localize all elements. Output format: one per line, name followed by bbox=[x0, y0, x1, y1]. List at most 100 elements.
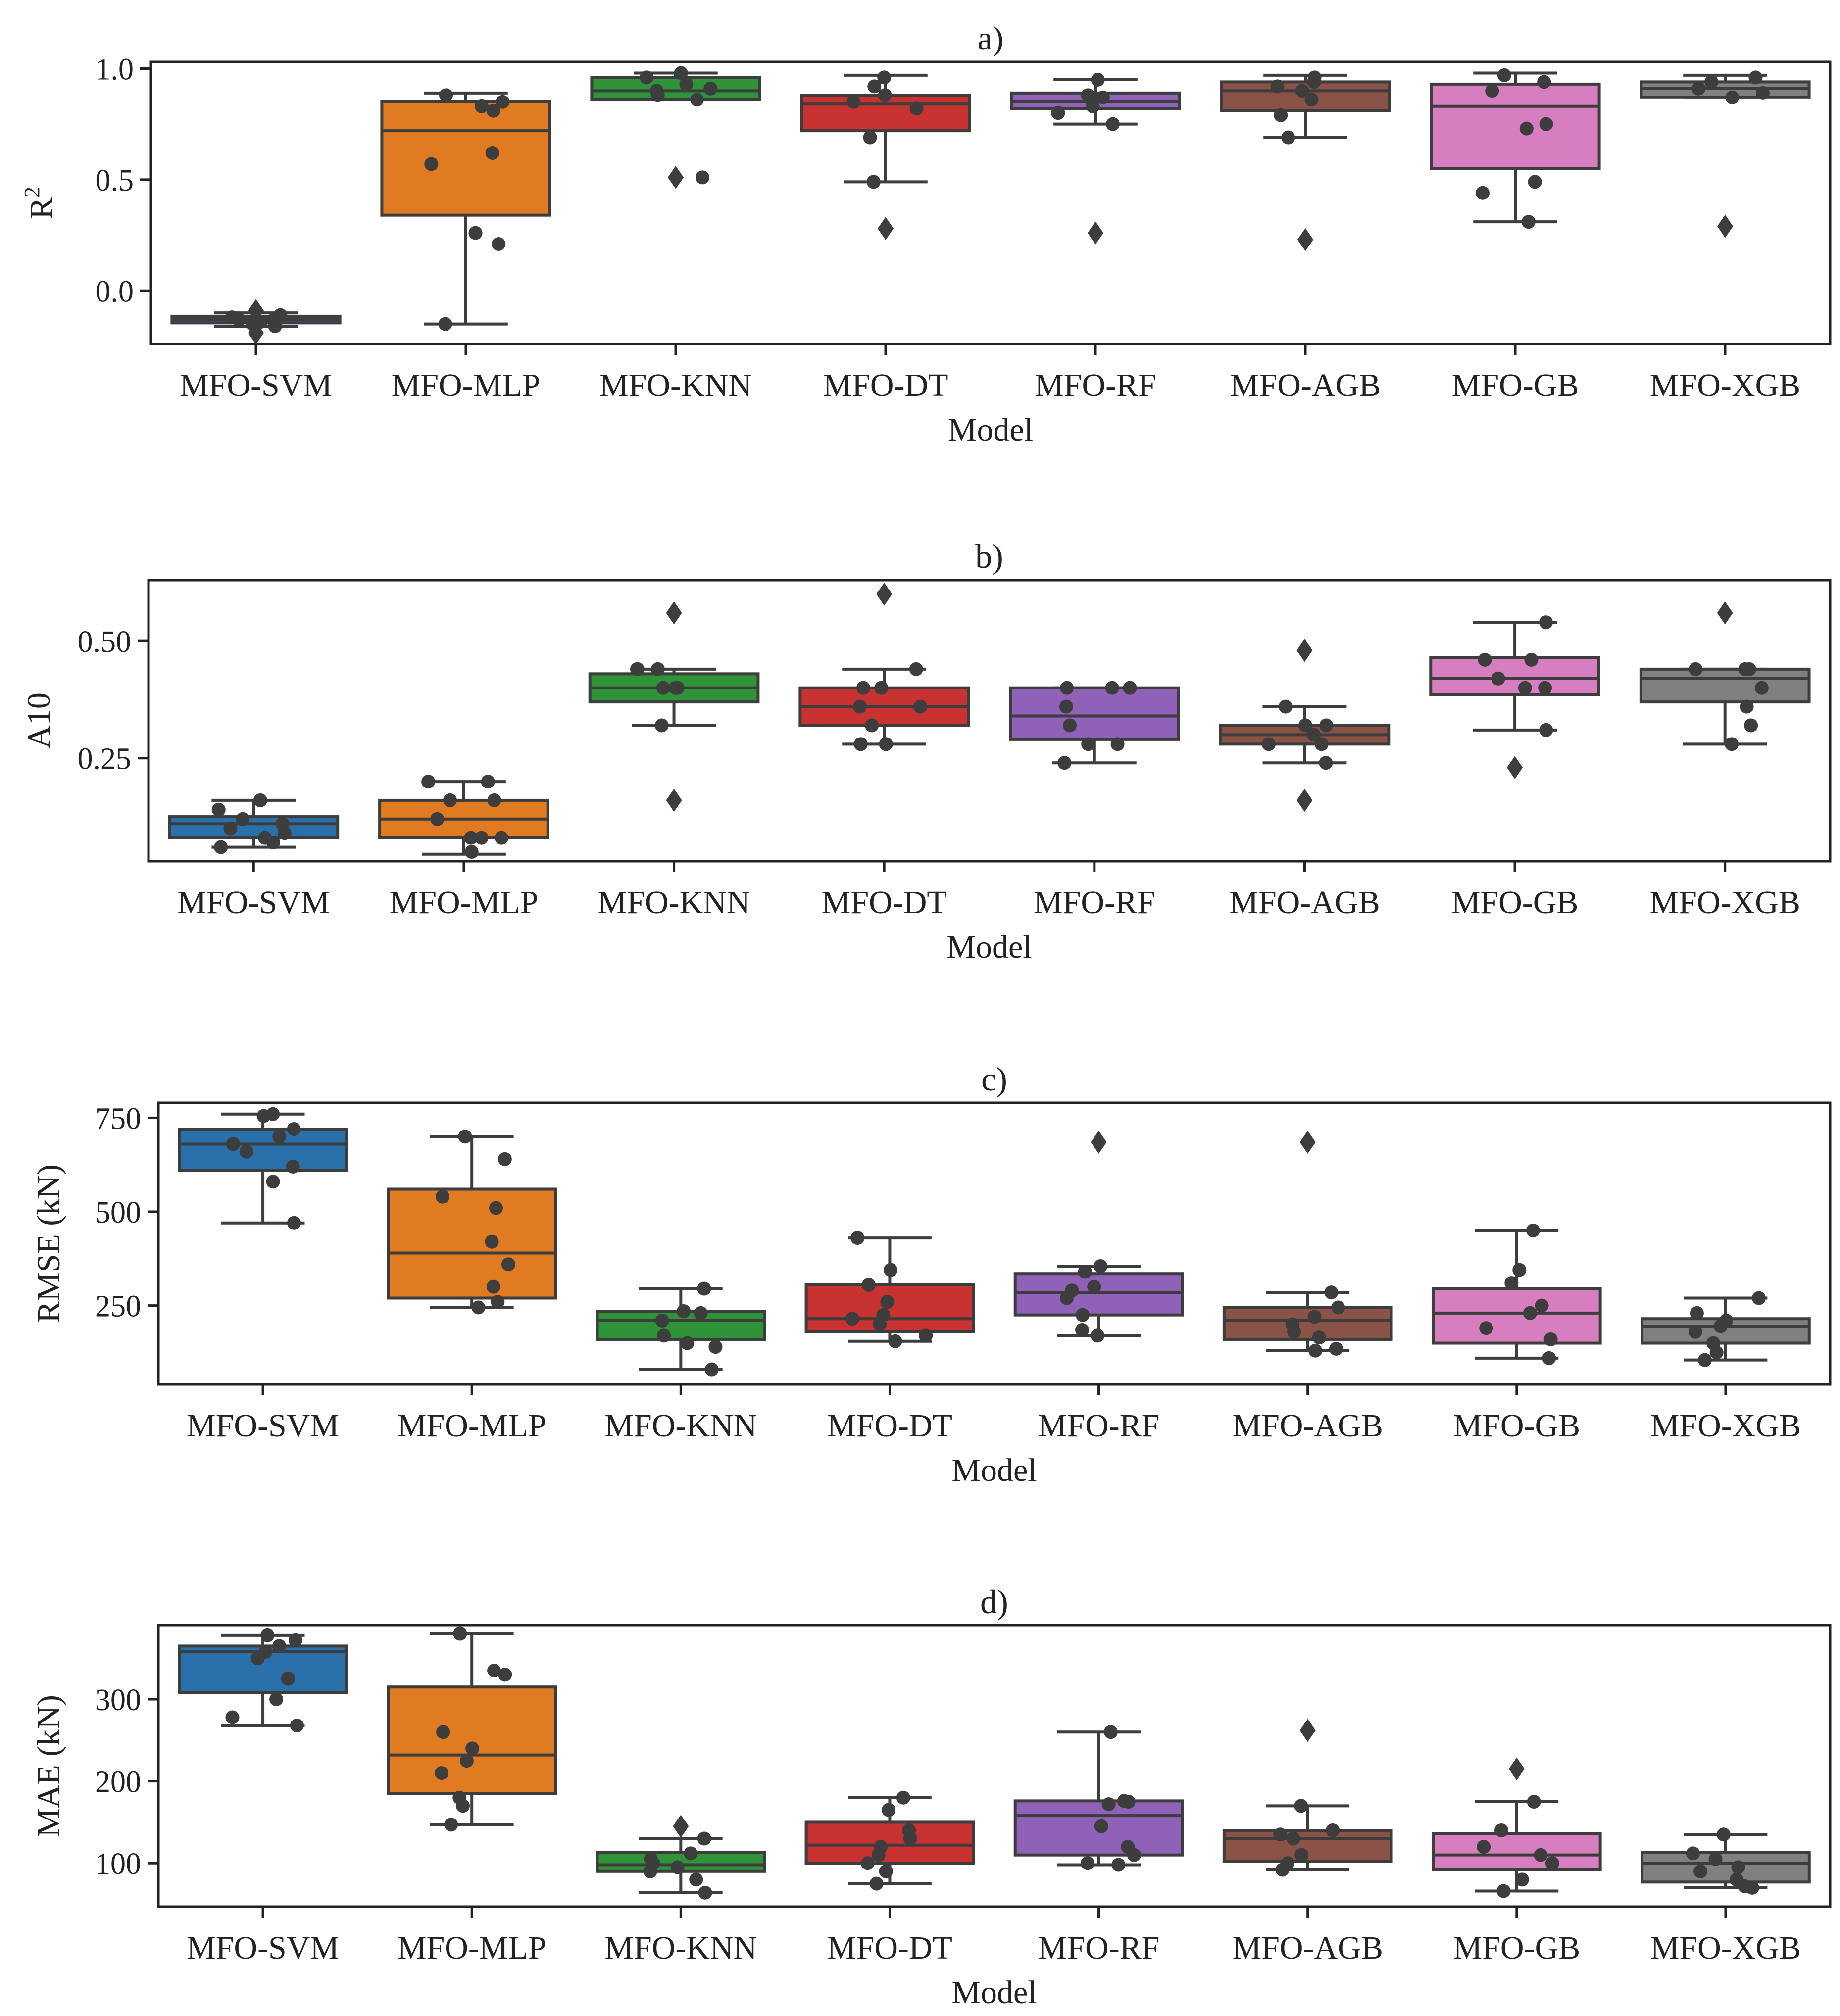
data-point bbox=[909, 662, 923, 676]
data-point bbox=[1274, 108, 1288, 122]
data-point bbox=[1060, 681, 1074, 695]
axes-frame bbox=[157, 1624, 1832, 1908]
data-point bbox=[1725, 737, 1739, 751]
data-point bbox=[1534, 1848, 1548, 1862]
data-point bbox=[1689, 662, 1703, 676]
x-tick-label: MFO-MLP bbox=[398, 1930, 547, 1966]
data-point bbox=[1059, 699, 1073, 714]
x-tick-label: MFO-DT bbox=[827, 1408, 952, 1444]
box-body bbox=[1222, 1306, 1393, 1341]
data-point bbox=[501, 1257, 515, 1272]
data-point bbox=[703, 81, 718, 96]
data-point bbox=[1524, 652, 1539, 667]
data-point bbox=[913, 699, 928, 714]
outlier-marker bbox=[1717, 214, 1733, 238]
data-point bbox=[657, 1328, 671, 1343]
data-point bbox=[1294, 1848, 1309, 1862]
data-point bbox=[272, 1130, 287, 1144]
data-point bbox=[1091, 72, 1105, 87]
data-point bbox=[272, 1639, 287, 1653]
data-point bbox=[884, 1263, 898, 1277]
y-axis-label: MAE (kN) bbox=[31, 1695, 67, 1837]
data-point bbox=[1294, 1799, 1308, 1813]
data-point bbox=[650, 662, 665, 676]
data-point bbox=[1273, 1827, 1288, 1842]
y-axis-label: R2 bbox=[20, 187, 59, 219]
data-point bbox=[1494, 1823, 1509, 1837]
box-MFO-DT bbox=[800, 70, 971, 240]
box-MFO-MLP bbox=[378, 775, 549, 859]
data-point bbox=[1270, 79, 1285, 94]
data-point bbox=[1479, 1321, 1493, 1335]
data-point bbox=[1519, 121, 1534, 136]
data-point bbox=[485, 146, 499, 160]
data-point bbox=[1057, 756, 1072, 770]
data-point bbox=[435, 1766, 449, 1780]
box-body bbox=[1008, 686, 1180, 741]
panel-title: c) bbox=[981, 1060, 1007, 1098]
data-point bbox=[424, 157, 439, 171]
box-MFO-DT bbox=[804, 1790, 975, 1891]
axes-frame bbox=[157, 1101, 1832, 1386]
data-point bbox=[689, 1872, 703, 1887]
data-point bbox=[223, 821, 238, 836]
data-point bbox=[1754, 681, 1769, 695]
data-point bbox=[684, 1846, 698, 1861]
data-point bbox=[1331, 1300, 1345, 1315]
data-point bbox=[1319, 756, 1333, 770]
data-point bbox=[879, 1864, 893, 1878]
data-point bbox=[1539, 615, 1553, 630]
axes-frame bbox=[149, 60, 1832, 345]
data-point bbox=[1326, 1823, 1340, 1837]
box-MFO-RF bbox=[1013, 1725, 1184, 1872]
box-MFO-DT bbox=[798, 583, 970, 751]
data-point bbox=[250, 1651, 265, 1666]
outlier-marker bbox=[248, 321, 264, 344]
box-MFO-AGB bbox=[1222, 1719, 1393, 1877]
data-point bbox=[696, 170, 710, 185]
data-point bbox=[1523, 1306, 1537, 1320]
box-MFO-KNN bbox=[596, 1815, 766, 1900]
data-point bbox=[1086, 99, 1100, 113]
box-body bbox=[800, 94, 971, 133]
data-point bbox=[1094, 1819, 1108, 1833]
y-tick-label: 0.0 bbox=[96, 275, 134, 308]
data-point bbox=[226, 1137, 240, 1151]
data-point bbox=[1307, 1310, 1322, 1324]
outlier-marker bbox=[666, 788, 682, 812]
box-body bbox=[168, 815, 340, 839]
data-point bbox=[1716, 1827, 1731, 1842]
data-point bbox=[1545, 1856, 1559, 1870]
x-tick-label: MFO-DT bbox=[827, 1930, 952, 1966]
data-point bbox=[1081, 737, 1095, 751]
x-tick-label: MFO-XGB bbox=[1650, 367, 1800, 403]
data-point bbox=[465, 1741, 480, 1756]
data-point bbox=[1521, 215, 1536, 229]
data-point bbox=[888, 1334, 902, 1348]
data-point bbox=[239, 1144, 253, 1159]
y-tick-label: 100 bbox=[95, 1847, 141, 1881]
data-point bbox=[679, 77, 694, 91]
x-tick-label: MFO-AGB bbox=[1232, 1930, 1383, 1966]
data-point bbox=[853, 737, 868, 751]
data-point bbox=[1527, 1795, 1541, 1809]
data-point bbox=[249, 315, 263, 329]
panel-title: b) bbox=[975, 538, 1003, 575]
data-point bbox=[266, 1175, 280, 1189]
data-point bbox=[1121, 1795, 1136, 1809]
box-body bbox=[1641, 1851, 1811, 1884]
data-point bbox=[1281, 130, 1295, 145]
data-point bbox=[874, 681, 889, 695]
box-body bbox=[804, 1283, 975, 1333]
data-point bbox=[214, 840, 228, 854]
box-MFO-RF bbox=[1010, 72, 1181, 245]
box-MFO-XGB bbox=[1641, 1827, 1811, 1895]
panel-title: a) bbox=[978, 19, 1004, 57]
outlier-marker bbox=[1296, 788, 1313, 812]
y-tick-label: 200 bbox=[95, 1766, 141, 1799]
outlier-marker bbox=[1508, 1757, 1525, 1780]
box-MFO-MLP bbox=[380, 88, 551, 331]
data-point bbox=[1123, 681, 1137, 695]
data-point bbox=[436, 1725, 450, 1739]
data-point bbox=[253, 793, 267, 807]
